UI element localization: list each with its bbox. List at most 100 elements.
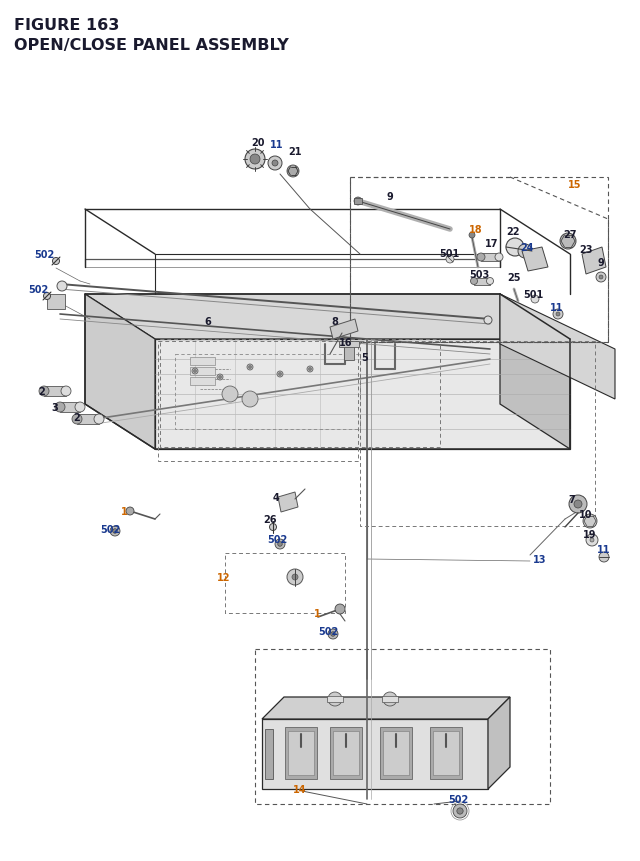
Polygon shape: [582, 248, 606, 275]
Circle shape: [275, 539, 285, 549]
Circle shape: [477, 254, 485, 262]
Circle shape: [278, 542, 282, 547]
Circle shape: [331, 632, 335, 636]
Circle shape: [484, 317, 492, 325]
Circle shape: [269, 523, 276, 531]
Circle shape: [55, 403, 65, 412]
Text: 22: 22: [506, 226, 520, 237]
Bar: [354, 199, 362, 205]
Text: 27: 27: [563, 230, 577, 239]
Circle shape: [292, 574, 298, 580]
Bar: [433, 731, 459, 775]
Circle shape: [596, 273, 606, 282]
Circle shape: [277, 372, 283, 378]
Text: 12: 12: [217, 573, 231, 582]
Bar: [190, 357, 215, 366]
Polygon shape: [155, 339, 570, 449]
Bar: [380, 728, 412, 779]
Circle shape: [247, 364, 253, 370]
Polygon shape: [262, 719, 488, 789]
Text: 4: 4: [273, 492, 280, 503]
Text: 19: 19: [583, 530, 596, 539]
Circle shape: [506, 238, 524, 257]
Text: FIGURE 163: FIGURE 163: [14, 18, 120, 33]
Text: 6: 6: [205, 317, 211, 326]
Circle shape: [574, 500, 582, 508]
Text: 501: 501: [523, 289, 543, 300]
Circle shape: [52, 258, 60, 265]
Circle shape: [217, 375, 223, 381]
Circle shape: [245, 150, 265, 170]
Text: 7: 7: [568, 494, 575, 505]
Circle shape: [278, 373, 282, 376]
Polygon shape: [262, 697, 510, 719]
Bar: [288, 731, 314, 775]
Circle shape: [560, 233, 576, 250]
Circle shape: [599, 553, 609, 562]
Circle shape: [126, 507, 134, 516]
Circle shape: [44, 293, 51, 300]
Bar: [382, 697, 398, 703]
Circle shape: [486, 278, 493, 285]
Bar: [285, 728, 317, 779]
Text: 15: 15: [568, 180, 582, 189]
Circle shape: [113, 530, 117, 534]
Bar: [333, 731, 359, 775]
Polygon shape: [85, 294, 570, 339]
Bar: [265, 729, 273, 779]
Circle shape: [469, 232, 475, 238]
Circle shape: [75, 403, 85, 412]
Text: OPEN/CLOSE PANEL ASSEMBLY: OPEN/CLOSE PANEL ASSEMBLY: [14, 38, 289, 53]
Bar: [481, 254, 499, 262]
Text: 5: 5: [362, 353, 369, 362]
Circle shape: [457, 808, 463, 815]
Bar: [77, 414, 99, 424]
Circle shape: [470, 278, 477, 285]
Circle shape: [94, 414, 104, 424]
Circle shape: [61, 387, 71, 397]
Text: 26: 26: [263, 514, 276, 524]
Text: 1: 1: [314, 608, 321, 618]
Bar: [383, 731, 409, 775]
Text: 23: 23: [579, 245, 593, 255]
Bar: [474, 278, 490, 285]
Circle shape: [219, 376, 221, 379]
Circle shape: [495, 254, 503, 262]
Text: 501: 501: [439, 249, 459, 258]
Text: 14: 14: [293, 784, 307, 794]
Circle shape: [287, 166, 299, 177]
Text: 502: 502: [318, 626, 338, 636]
Circle shape: [586, 535, 598, 547]
Circle shape: [383, 692, 397, 706]
Circle shape: [518, 245, 532, 258]
Circle shape: [328, 692, 342, 706]
Text: 2: 2: [38, 387, 45, 397]
Text: 10: 10: [579, 510, 593, 519]
Bar: [344, 344, 354, 361]
Polygon shape: [500, 294, 570, 449]
Text: 502: 502: [34, 250, 54, 260]
Polygon shape: [278, 492, 298, 512]
Text: 18: 18: [469, 225, 483, 235]
Circle shape: [335, 604, 345, 614]
Bar: [190, 378, 215, 386]
Circle shape: [268, 157, 282, 170]
Circle shape: [194, 370, 196, 373]
Text: 16: 16: [339, 338, 353, 348]
Circle shape: [446, 256, 454, 263]
Circle shape: [583, 514, 597, 529]
Circle shape: [453, 804, 467, 818]
Circle shape: [287, 569, 303, 585]
Circle shape: [222, 387, 238, 403]
Circle shape: [249, 366, 252, 369]
Text: 9: 9: [387, 192, 394, 201]
Circle shape: [556, 313, 560, 317]
Polygon shape: [330, 319, 358, 339]
Polygon shape: [85, 294, 155, 449]
Circle shape: [531, 295, 539, 304]
Bar: [430, 728, 462, 779]
Text: 8: 8: [332, 317, 339, 326]
Polygon shape: [488, 697, 510, 789]
Circle shape: [599, 276, 603, 280]
Text: 2: 2: [74, 412, 81, 423]
